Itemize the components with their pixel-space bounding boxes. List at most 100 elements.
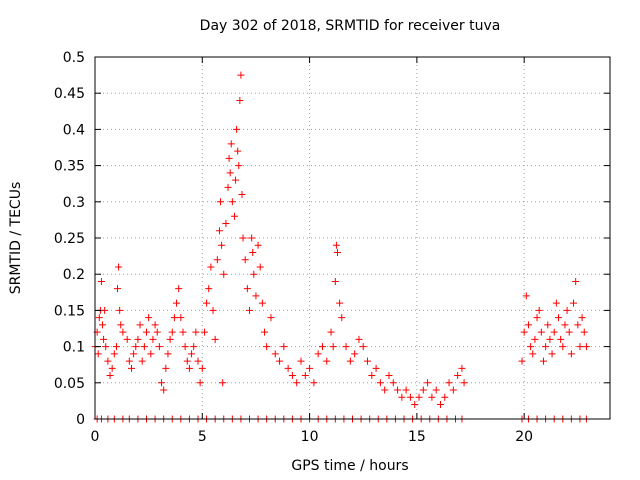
data-point [561,321,569,329]
data-point [327,328,335,336]
data-point [432,386,440,394]
data-point [207,263,215,271]
data-point [542,343,550,351]
data-point [237,71,245,79]
data-point [158,379,166,387]
data-point [297,357,305,365]
data-point [346,357,354,365]
data-point [284,364,292,372]
data-point [200,328,208,336]
data-point [227,140,235,148]
data-point [267,314,275,322]
data-points [91,71,590,423]
data-point [140,343,148,351]
data-point [162,364,170,372]
data-point [117,321,125,329]
data-point [381,386,389,394]
data-point [177,314,185,322]
grid-lines [95,57,610,419]
y-tick-label: 0 [76,412,85,428]
data-point [460,379,468,387]
data-point [263,343,271,351]
data-point [565,328,573,336]
y-tick-label: 0.05 [54,376,85,392]
data-point [155,343,163,351]
data-point [181,343,189,351]
data-point [394,386,402,394]
x-tick-label: 10 [301,429,319,445]
plot-frame [94,56,611,420]
data-point [102,343,110,351]
data-point [219,379,227,387]
data-point [114,285,122,293]
data-point [254,241,262,249]
data-point [419,386,427,394]
data-point [188,350,196,358]
data-point [233,125,241,133]
data-point [250,270,258,278]
data-point [249,248,257,256]
data-point [226,169,234,177]
data-point [376,379,384,387]
data-point [138,357,146,365]
data-point [288,372,296,380]
data-point [183,357,191,365]
data-point [203,299,211,307]
y-tick-label: 0.5 [63,50,85,66]
data-point [112,343,120,351]
data-point [225,154,233,162]
data-point [243,285,251,293]
data-point [213,256,221,264]
data-point [415,393,423,401]
data-point [411,401,419,409]
data-point [351,350,359,358]
data-point [252,292,260,300]
data-point [458,364,466,372]
data-point [261,328,269,336]
data-point [218,241,226,249]
data-point [424,379,432,387]
data-point [406,393,414,401]
data-point [355,335,363,343]
data-point [234,147,242,155]
data-point [239,234,247,242]
data-point [454,372,462,380]
data-point [318,343,326,351]
data-point [164,350,172,358]
y-tick-label: 0.45 [54,86,85,102]
data-point [522,292,530,300]
data-point [235,162,243,170]
data-point [110,350,118,358]
data-point [134,335,142,343]
y-tick-label: 0.15 [54,303,85,319]
data-point [166,335,174,343]
data-point [535,306,543,314]
data-point [136,321,144,329]
data-point [168,328,176,336]
data-point [531,335,539,343]
data-point [232,176,240,184]
data-point [130,350,138,358]
data-point [196,379,204,387]
data-point [211,335,219,343]
y-tick-label: 0.2 [63,267,85,283]
data-point [336,299,344,307]
data-point [445,379,453,387]
data-point [280,343,288,351]
data-point [132,343,140,351]
data-point [95,314,103,322]
x-tick-labels: 0 5 10 15 20 [91,429,534,445]
data-point [149,335,157,343]
data-point [194,357,202,365]
data-point [544,321,552,329]
data-point [428,393,436,401]
data-point [224,183,232,191]
data-point [185,364,193,372]
x-tick-label: 5 [198,429,207,445]
data-point [192,328,200,336]
axis-ticks [94,56,610,420]
data-point [228,198,236,206]
data-point [580,328,588,336]
data-point [236,96,244,104]
data-point [537,328,545,336]
